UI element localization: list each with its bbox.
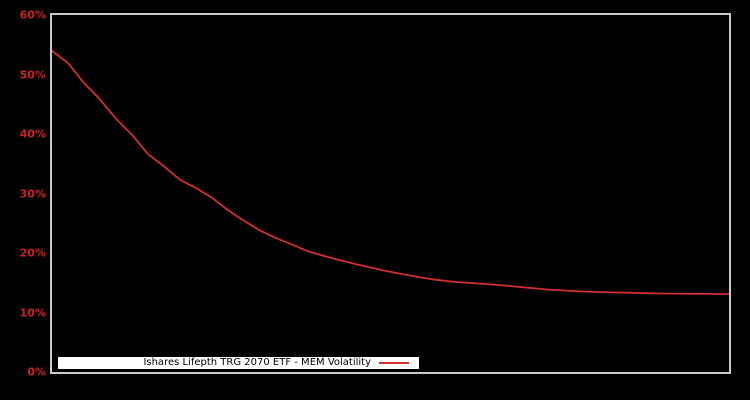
y-tick-label: 10%	[19, 306, 46, 319]
legend-line-sample-icon	[379, 362, 409, 364]
plot-area	[50, 13, 731, 374]
y-tick-label: 20%	[19, 246, 46, 260]
y-tick-label: 60%	[19, 8, 46, 22]
volatility-series-line	[52, 49, 729, 296]
legend-label: Ishares Lifepth TRG 2070 ETF - MEM Volat…	[143, 357, 371, 368]
y-tick-label: 0%	[27, 365, 46, 379]
volatility-line-chart	[52, 49, 729, 296]
y-tick-label: 40%	[19, 127, 46, 141]
y-tick-label: 30%	[19, 187, 46, 200]
y-tick-label: 50%	[19, 68, 46, 81]
legend: Ishares Lifepth TRG 2070 ETF - MEM Volat…	[58, 357, 419, 369]
y-axis-tick-labels: 0% 10% 20% 30% 40% 50% 60%	[0, 0, 46, 400]
